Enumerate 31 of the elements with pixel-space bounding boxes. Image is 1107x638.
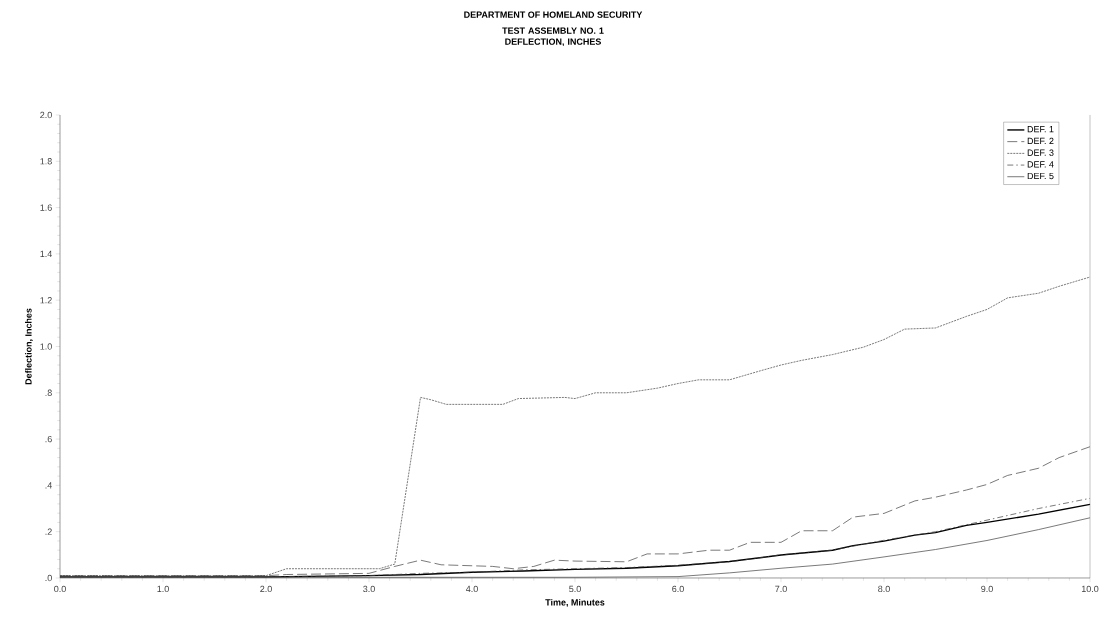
- legend-label: DEF. 3: [1027, 149, 1054, 156]
- y-tick-label: 1.6: [40, 204, 52, 211]
- x-tick-label: 5.0: [569, 585, 581, 593]
- y-tick-label: .8: [45, 389, 52, 396]
- chart-subtitle: TEST ASSEMBLY NO. 1 DEFLECTION, INCHES: [502, 27, 604, 47]
- y-tick-label: 1.8: [40, 158, 52, 165]
- y-axis-title: Deflection, Inches: [25, 308, 33, 385]
- x-tick-label: 0.0: [54, 585, 66, 593]
- y-tick-label: .6: [45, 435, 52, 443]
- y-tick-label: .4: [45, 482, 52, 489]
- y-tick-label: 1.2: [40, 297, 52, 304]
- x-tick-label: 3.0: [363, 585, 375, 593]
- legend-label: DEF. 2: [1027, 137, 1054, 145]
- y-tick-label: .0: [45, 574, 52, 582]
- x-tick-label: 6.0: [672, 585, 684, 593]
- x-tick-label: 4.0: [465, 585, 478, 593]
- x-tick-label: 10.0: [1081, 585, 1099, 593]
- legend-label: DEF. 1: [1027, 126, 1054, 133]
- legend-label: DEF. 4: [1027, 161, 1054, 168]
- legend-label: DEF. 5: [1027, 172, 1054, 180]
- x-tick-label: 9.0: [981, 585, 993, 593]
- y-tick-label: 1.0: [40, 343, 52, 350]
- x-tick-label: 8.0: [878, 585, 890, 593]
- x-axis-title: Time, Minutes: [545, 598, 605, 607]
- y-tick-label: 2.0: [40, 111, 52, 119]
- x-tick-label: 1.0: [157, 585, 169, 593]
- x-tick-label: 2.0: [260, 585, 272, 593]
- y-tick-label: .2: [45, 528, 52, 535]
- x-tick-label: 7.0: [775, 585, 787, 593]
- y-tick-label: 1.4: [40, 250, 52, 257]
- chart-title: DEPARTMENT OF HOMELAND SECURITY: [464, 11, 643, 18]
